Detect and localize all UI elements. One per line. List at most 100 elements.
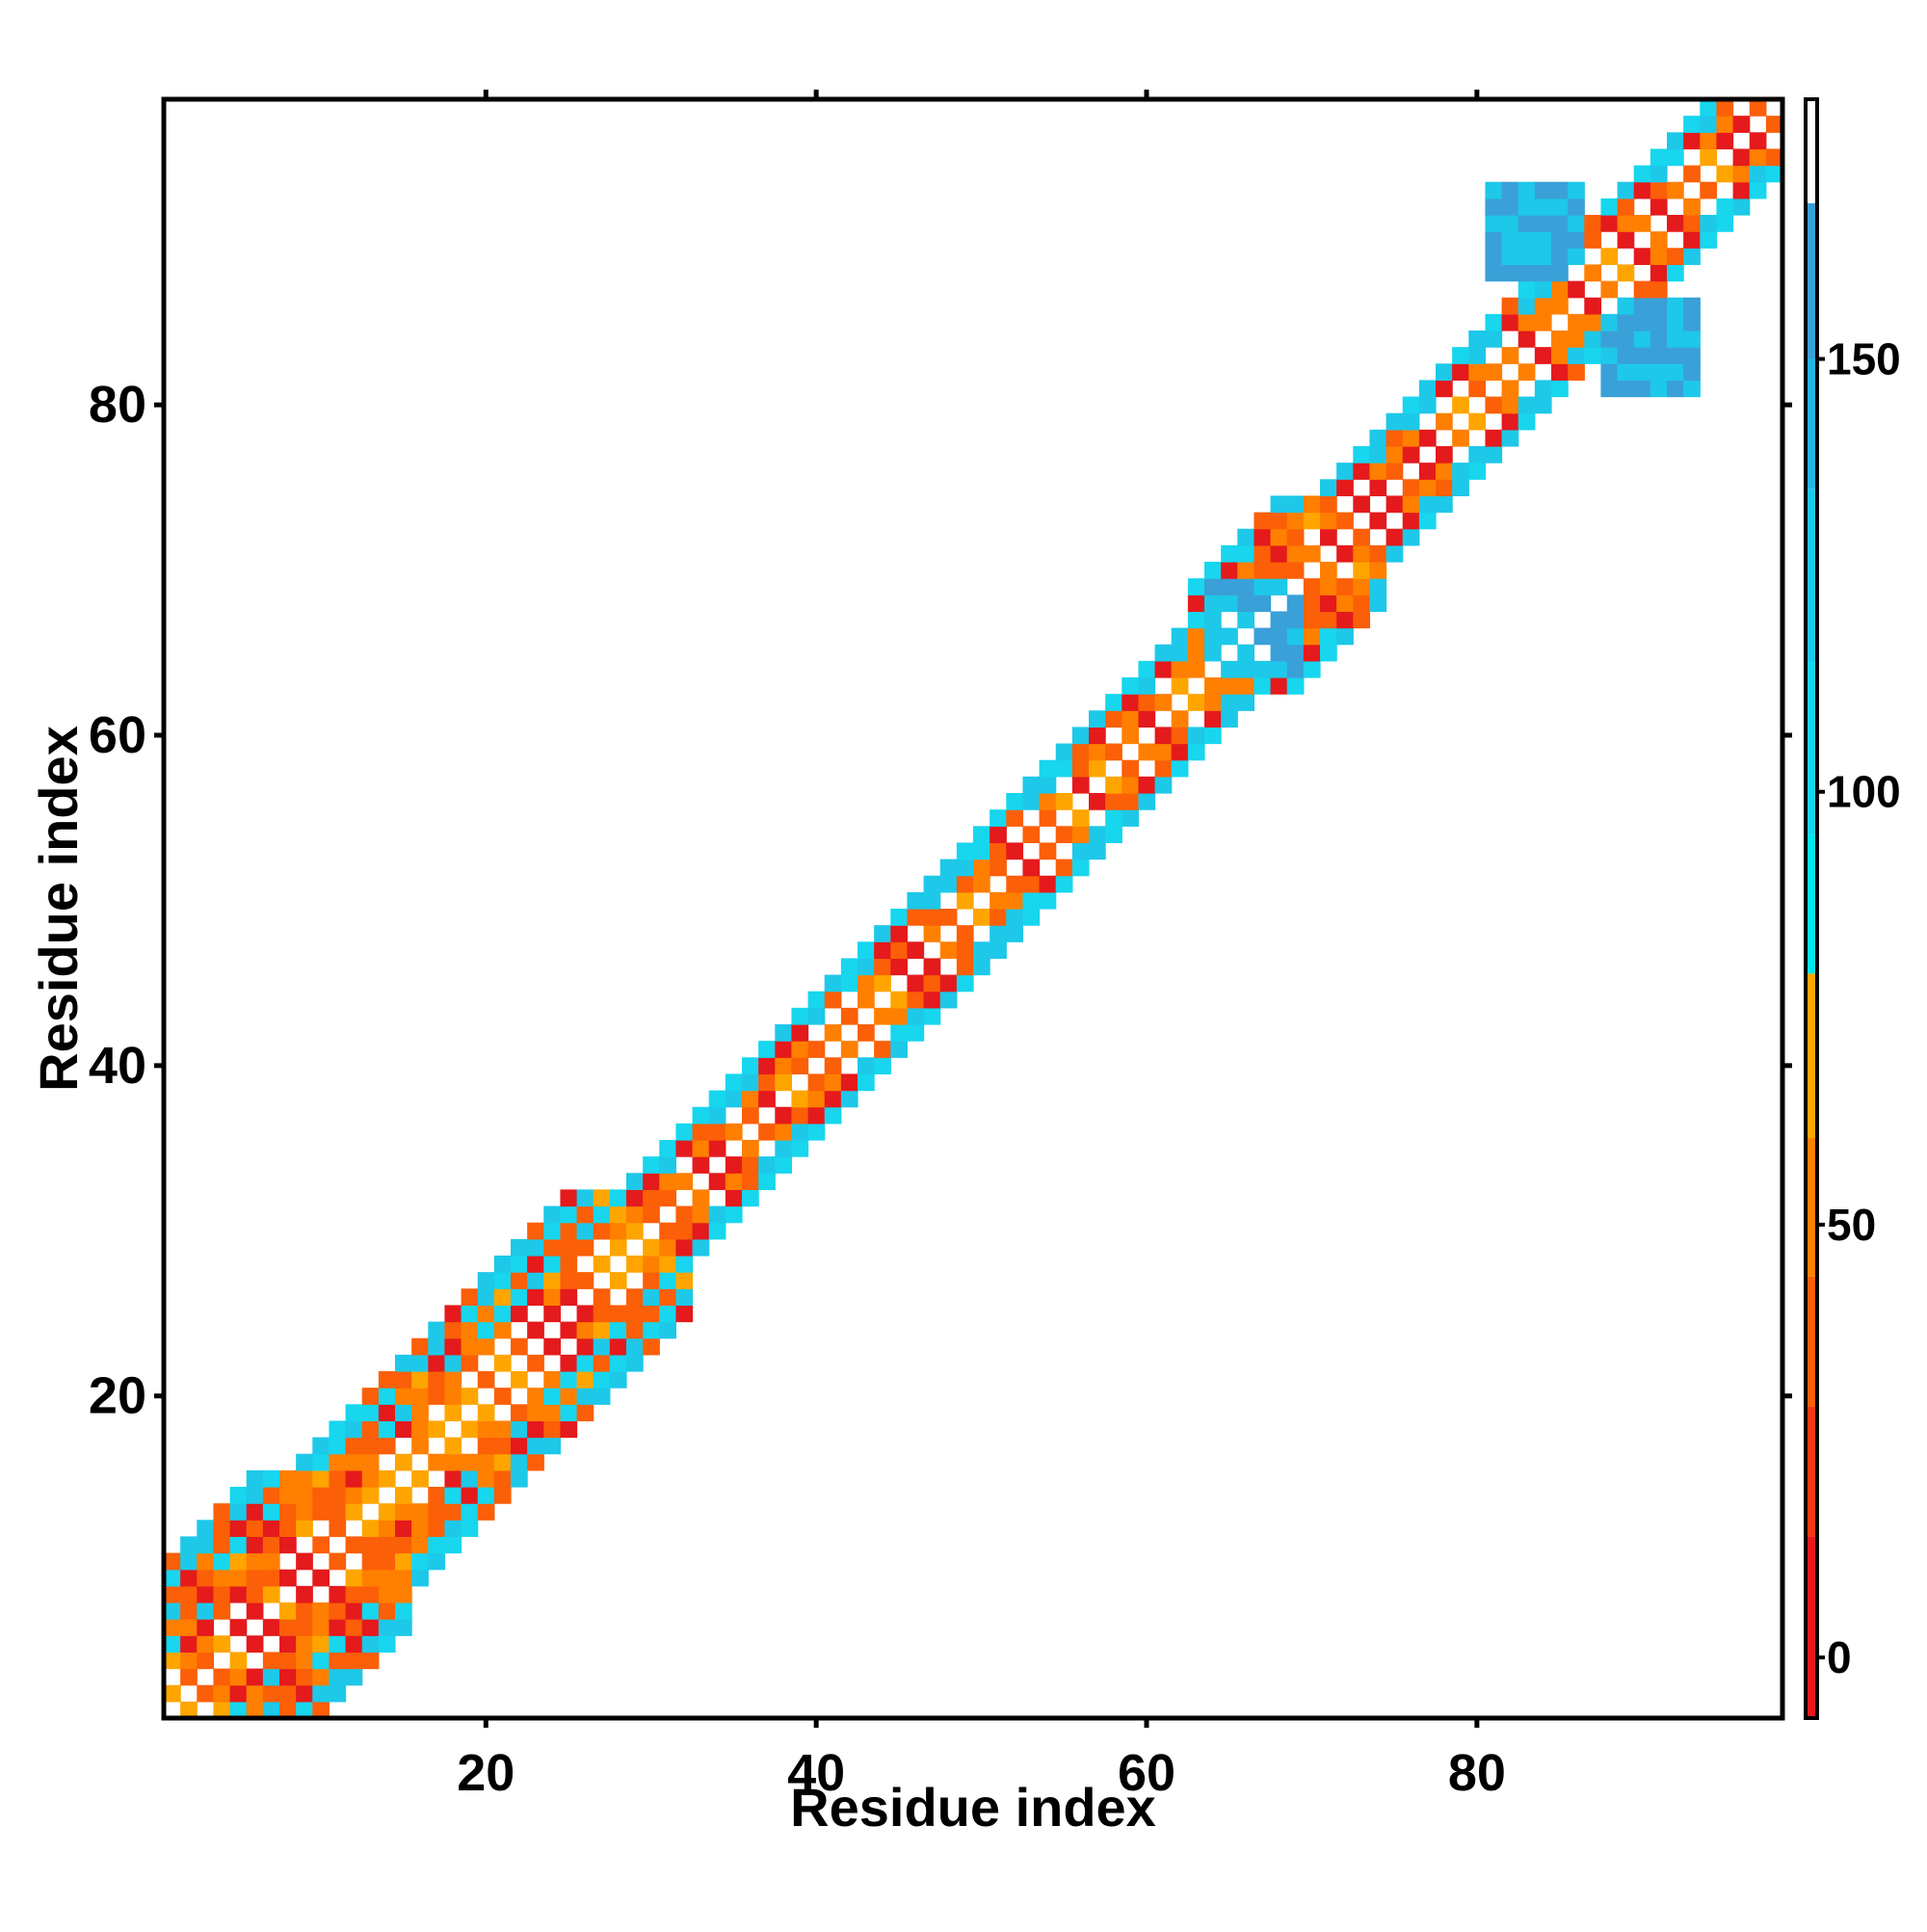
heatmap-cell (1617, 215, 1635, 232)
heatmap-cell (1336, 479, 1354, 497)
heatmap-cell (1600, 331, 1619, 348)
heatmap-cell (262, 1569, 280, 1587)
x-tick-label: 80 (1448, 1744, 1506, 1802)
heatmap-cell (1683, 363, 1701, 382)
heatmap-cell (1303, 512, 1321, 530)
heatmap-cell (1633, 313, 1651, 331)
y-axis-title: Residue index (28, 726, 89, 1092)
heatmap-cell (791, 1106, 809, 1125)
heatmap-cell (1320, 512, 1337, 530)
heatmap-cell (874, 1007, 891, 1025)
heatmap-cell (1485, 215, 1503, 232)
heatmap-cell (180, 1652, 198, 1670)
heatmap-cell (725, 1073, 743, 1092)
heatmap-cell (361, 1388, 380, 1405)
heatmap-cell (1071, 727, 1090, 745)
heatmap-cell (1286, 644, 1305, 662)
heatmap-cell (361, 1437, 380, 1455)
heatmap-cell (1353, 528, 1371, 546)
heatmap-cell (543, 1420, 562, 1439)
heatmap-cell (1683, 116, 1701, 133)
heatmap-cell (428, 1520, 446, 1538)
heatmap-cell (164, 1635, 181, 1654)
heatmap-cell (1518, 215, 1536, 232)
heatmap-cell (973, 826, 990, 844)
heatmap-cell (1633, 297, 1651, 315)
heatmap-cell (428, 1503, 446, 1521)
heatmap-cell (493, 1420, 512, 1439)
heatmap-cell (197, 1552, 215, 1571)
heatmap-cell (1386, 544, 1404, 563)
heatmap-cell (527, 1272, 544, 1289)
heatmap-cell (1534, 396, 1552, 414)
heatmap-cell (1039, 875, 1057, 893)
heatmap-cell (791, 1090, 809, 1108)
heatmap-cell (807, 1041, 826, 1058)
heatmap-cell (1071, 776, 1090, 794)
heatmap-cell (824, 1024, 842, 1042)
heatmap-cell (511, 1256, 528, 1273)
heatmap-cell (1022, 909, 1041, 926)
heatmap-cell (1320, 578, 1337, 595)
heatmap-cell (560, 1288, 578, 1307)
heatmap-cell (742, 1189, 759, 1207)
heatmap-cell (1501, 347, 1519, 364)
heatmap-cell (643, 1305, 660, 1323)
heatmap-cell (939, 859, 958, 877)
heatmap-cell (923, 875, 941, 893)
heatmap-cell (1270, 611, 1288, 629)
heatmap-cell (1518, 363, 1536, 382)
heatmap-cell (1518, 248, 1536, 266)
heatmap-cell (1452, 396, 1469, 414)
heatmap-cell (378, 1602, 396, 1620)
colorbar-band (1806, 1276, 1817, 1407)
heatmap-cell (1650, 347, 1668, 364)
heatmap-cell (1237, 578, 1255, 595)
heatmap-cell (279, 1487, 297, 1504)
heatmap-cell (1534, 347, 1552, 364)
heatmap-cell (643, 1288, 660, 1307)
heatmap-cell (1650, 248, 1668, 266)
heatmap-cell (543, 1305, 562, 1323)
heatmap-cell (1336, 578, 1354, 595)
heatmap-cell (907, 1007, 925, 1025)
heatmap-cell (1600, 347, 1619, 364)
heatmap-cell (197, 1585, 215, 1603)
heatmap-cell (708, 1222, 726, 1240)
heatmap-cell (1270, 495, 1288, 514)
heatmap-cell (213, 1520, 231, 1538)
heatmap-cell (1485, 181, 1503, 199)
heatmap-cell (956, 958, 974, 976)
heatmap-cell (1221, 595, 1238, 613)
heatmap-cell (213, 1569, 231, 1587)
heatmap-cell (428, 1337, 446, 1356)
heatmap-cell (1353, 463, 1371, 480)
heatmap-cell (1204, 710, 1222, 728)
heatmap-cell (576, 1404, 594, 1422)
heatmap-cell (378, 1520, 396, 1538)
heatmap-cell (1055, 826, 1073, 844)
heatmap-cell (395, 1404, 412, 1422)
heatmap-cell (511, 1469, 528, 1488)
heatmap-cell (493, 1453, 512, 1471)
heatmap-cell (461, 1420, 479, 1439)
heatmap-cell (659, 1140, 677, 1157)
heatmap-cell (345, 1619, 363, 1636)
heatmap-cell (213, 1536, 231, 1554)
heatmap-cell (576, 1321, 594, 1339)
colorbar-band (1806, 99, 1817, 203)
heatmap-cell (1105, 793, 1122, 810)
heatmap-cell (493, 1469, 512, 1488)
heatmap-cell (329, 1652, 347, 1670)
heatmap-cell (990, 809, 1007, 827)
heatmap-cell (1551, 264, 1569, 282)
heatmap-cell (907, 891, 925, 910)
heatmap-cell (1204, 644, 1222, 662)
heatmap-cell (477, 1321, 495, 1339)
heatmap-cells (164, 99, 1783, 1719)
heatmap-cell (1568, 231, 1585, 249)
heatmap-cell (1732, 116, 1751, 133)
heatmap-cell (1237, 595, 1255, 613)
heatmap-cell (758, 1057, 776, 1075)
heatmap-cell (643, 1205, 660, 1224)
